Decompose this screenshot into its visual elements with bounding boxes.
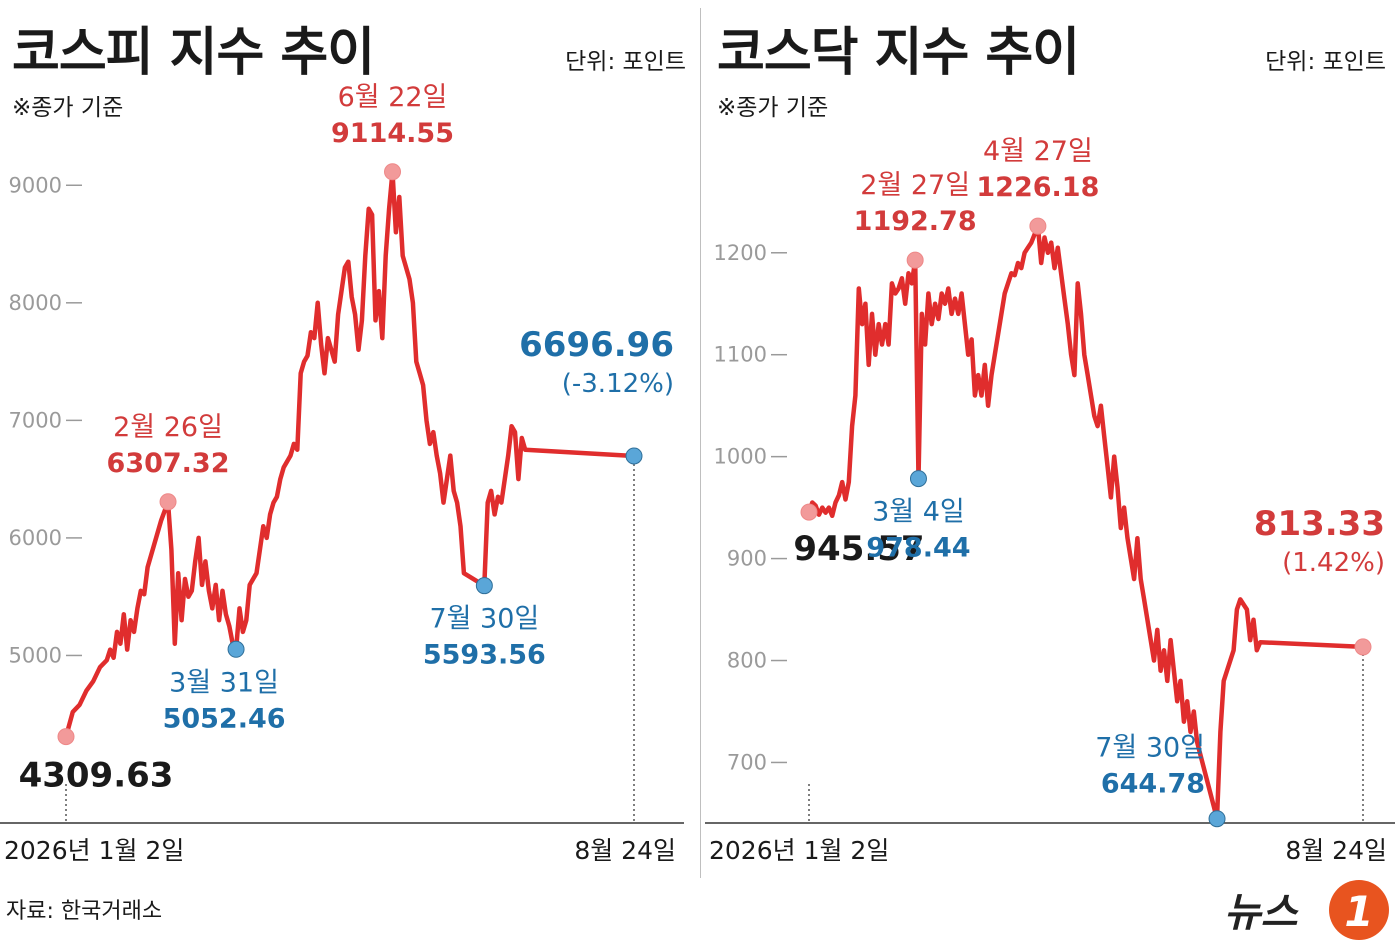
kospi-line-chart: 5000 6000 7000 8000 9000 2026년 1월 2일 8월 24일 430…: [0, 82, 684, 865]
annotation-date-label: 7월 30일: [429, 604, 539, 635]
y-tick-label: 700: [727, 750, 767, 774]
annotation-change-label: (1.42%): [1282, 548, 1385, 578]
annotation-value-label: 978.44: [866, 533, 970, 564]
start-date-label: 2026년 1월 2일: [709, 836, 889, 865]
high-point-marker: [800, 503, 818, 521]
high-point-marker: [1354, 638, 1372, 656]
low-point-marker: [1208, 810, 1226, 828]
annotation-value-label: 5593.56: [423, 640, 546, 671]
y-tick-label: 900: [727, 547, 767, 571]
logo-mark: 1: [1344, 887, 1373, 936]
high-point-marker: [906, 251, 924, 269]
index-series-line: [806, 223, 1366, 821]
low-point-marker: [625, 447, 643, 465]
high-point-marker: [57, 728, 75, 746]
kosdaq-line-chart: 700 800 900 1000 1100 1200 2026년 1월 2일 8월 24일 94…: [705, 136, 1395, 865]
annotation-value-label: 644.78: [1101, 769, 1205, 800]
kospi-chart-title: 코스피 지수 추이: [12, 23, 375, 83]
annotation-value-label: 1226.18: [976, 172, 1099, 203]
y-tick-label: 5000: [9, 643, 62, 667]
annotation-value-label: 4309.63: [19, 756, 174, 796]
low-point-marker: [227, 640, 245, 658]
source-note: 자료: 한국거래소: [6, 899, 163, 924]
kosdaq-panel: 코스닥 지수 추이 단위: 포인트 ※종가 기준 700 800 900 1000 11…: [705, 0, 1400, 885]
annotation-date-label: 3월 4일: [872, 497, 965, 528]
panel-divider: [700, 8, 701, 878]
kosdaq-basis-note: ※종가 기준: [717, 95, 829, 121]
high-point-marker: [384, 163, 402, 181]
y-tick-label: 1100: [714, 343, 767, 367]
end-date-label: 8월 24일: [1285, 836, 1387, 865]
annotation-value-label: 6307.32: [107, 448, 230, 479]
annotation-date-label: 7월 30일: [1095, 733, 1205, 764]
annotation-date-label: 4월 27일: [983, 136, 1093, 167]
kospi-basis-note: ※종가 기준: [12, 95, 124, 121]
annotation-value-label: 813.33: [1254, 504, 1385, 544]
annotation-date-label: 6월 22일: [338, 82, 448, 113]
annotation-value-label: 945.57: [793, 529, 924, 569]
high-point-marker: [159, 493, 177, 511]
y-tick-label: 8000: [9, 291, 62, 315]
low-point-marker: [909, 470, 927, 488]
kospi-unit-label: 단위: 포인트: [565, 49, 686, 75]
annotation-value-label: 6696.96: [519, 325, 674, 365]
y-tick-label: 800: [727, 649, 767, 673]
news1-logo: 뉴스 1: [1224, 880, 1389, 940]
end-date-label: 8월 24일: [574, 836, 676, 865]
low-point-marker: [475, 577, 493, 595]
kospi-panel: 코스피 지수 추이 단위: 포인트 ※종가 기준 5000 6000 7000 800…: [0, 0, 700, 885]
annotation-change-label: (-3.12%): [562, 369, 674, 399]
index-series-line: [63, 169, 637, 739]
start-date-label: 2026년 1월 2일: [4, 836, 184, 865]
annotation-date-label: 2월 27일: [860, 170, 970, 201]
logo-badge-icon: [1329, 880, 1389, 940]
annotation-date-label: 2월 26일: [113, 412, 223, 443]
annotation-value-label: 5052.46: [163, 703, 286, 734]
y-tick-label: 1000: [714, 445, 767, 469]
logo-text: 뉴스: [1224, 890, 1300, 936]
high-point-marker: [1029, 217, 1047, 235]
annotation-value-label: 1192.78: [854, 206, 977, 237]
kosdaq-unit-label: 단위: 포인트: [1265, 49, 1386, 75]
y-tick-label: 1200: [714, 241, 767, 265]
annotation-value-label: 9114.55: [331, 118, 454, 149]
y-tick-label: 6000: [9, 526, 62, 550]
y-tick-label: 7000: [9, 408, 62, 432]
kosdaq-chart-title: 코스닥 지수 추이: [717, 23, 1080, 83]
y-tick-label: 9000: [9, 173, 62, 197]
annotation-date-label: 3월 31일: [169, 667, 279, 698]
